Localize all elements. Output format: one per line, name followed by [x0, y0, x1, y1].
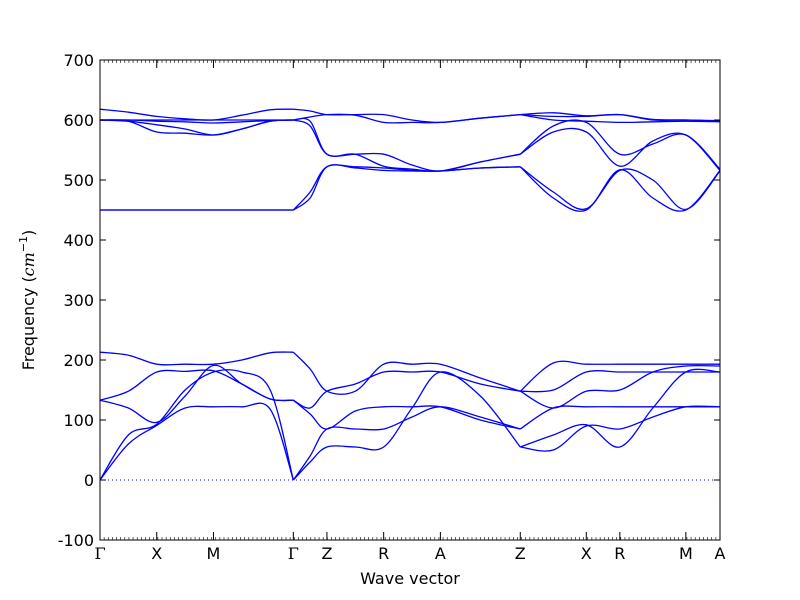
y-tick-label: 0 [84, 471, 94, 490]
band-line-18 [292, 164, 521, 211]
y-tick-label: -100 [58, 531, 94, 550]
y-axis-label: Frequency (cm−1) [17, 230, 38, 371]
x-axis-label: Wave vector [360, 569, 460, 588]
band-line-31 [519, 166, 720, 211]
band-line-34 [520, 113, 720, 124]
band-line-30 [519, 166, 720, 212]
band-line-13 [292, 371, 521, 481]
y-axis: -100 0 100 200 300 400 500 600 700 [58, 51, 720, 550]
x-tick-label: X [151, 544, 162, 563]
x-tick-label: A [435, 544, 446, 563]
series-layer [100, 108, 720, 481]
plot-frame [99, 59, 721, 541]
y-tick-label: 600 [63, 111, 94, 130]
band-line-16 [293, 370, 521, 409]
band-line-32 [519, 127, 720, 171]
band-line-4 [100, 364, 294, 424]
y-tick-label: 500 [63, 171, 94, 190]
x-tick-label: Γ [288, 544, 299, 563]
y-tick-label: 700 [63, 51, 94, 70]
y-axis-label-close: ) [19, 230, 38, 236]
band-line-27 [519, 364, 720, 409]
band-line-19 [292, 164, 521, 211]
band-line-20 [293, 119, 521, 172]
band-line-21 [293, 117, 521, 172]
x-tick-label: Z [515, 544, 526, 563]
band-line-12 [100, 108, 294, 121]
band-line-15 [292, 399, 521, 430]
band-line-14 [292, 406, 521, 481]
y-tick-label: 100 [63, 411, 94, 430]
x-tick-label: M [679, 544, 693, 563]
x-tick-label: R [378, 544, 389, 563]
y-axis-label-unit-exponent: −1 [17, 236, 30, 252]
band-line-1 [100, 402, 294, 481]
band-line-28 [520, 370, 720, 393]
band-line-36 [520, 112, 720, 122]
band-line-29 [519, 360, 720, 392]
y-tick-label: 400 [63, 231, 94, 250]
y-axis-label-text: Frequency ( [19, 276, 38, 370]
x-tick-label: Z [321, 544, 332, 563]
band-line-25 [520, 405, 720, 452]
y-tick-label: 200 [63, 351, 94, 370]
band-line-5 [100, 351, 294, 366]
y-axis-label-unit: cm [19, 252, 38, 276]
x-tick-label: X [581, 544, 592, 563]
band-line-17 [292, 351, 521, 395]
y-tick-label: 300 [63, 291, 94, 310]
band-line-26 [519, 405, 720, 430]
x-tick-label: R [614, 544, 625, 563]
band-line-2 [100, 369, 294, 481]
band-line-23 [293, 108, 521, 124]
x-tick-label: A [715, 544, 726, 563]
x-tick-label: M [207, 544, 221, 563]
band-line-9 [100, 119, 294, 136]
minor-ticks [103, 60, 717, 540]
x-tick-label: Γ [94, 544, 105, 563]
band-line-33 [519, 119, 720, 170]
